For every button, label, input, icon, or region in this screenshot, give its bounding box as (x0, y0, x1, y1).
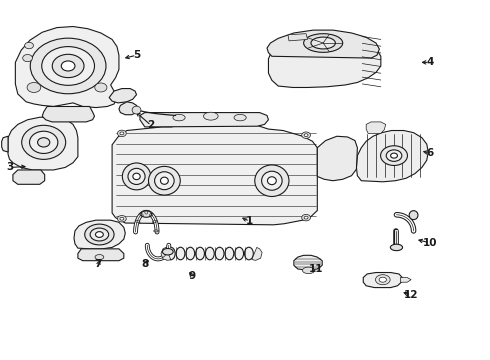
Ellipse shape (118, 216, 126, 222)
Ellipse shape (120, 132, 124, 135)
Text: 2: 2 (147, 121, 155, 130)
Text: 7: 7 (95, 259, 102, 269)
Polygon shape (8, 117, 78, 170)
Polygon shape (294, 255, 322, 270)
Text: 4: 4 (426, 57, 433, 67)
Ellipse shape (162, 248, 173, 255)
Ellipse shape (245, 247, 253, 260)
Ellipse shape (302, 267, 315, 274)
Ellipse shape (176, 247, 185, 260)
Ellipse shape (24, 42, 33, 49)
Polygon shape (356, 131, 428, 182)
Ellipse shape (381, 146, 408, 166)
Ellipse shape (234, 114, 246, 121)
Polygon shape (267, 30, 379, 58)
Ellipse shape (132, 106, 141, 114)
Ellipse shape (225, 247, 234, 260)
Text: 6: 6 (426, 148, 433, 158)
Ellipse shape (375, 275, 390, 285)
Ellipse shape (95, 255, 104, 260)
Ellipse shape (118, 130, 126, 136)
Ellipse shape (391, 244, 403, 251)
Ellipse shape (42, 46, 95, 85)
Ellipse shape (22, 125, 66, 159)
Text: 10: 10 (422, 238, 437, 248)
Polygon shape (13, 170, 45, 184)
Ellipse shape (85, 224, 114, 245)
Polygon shape (140, 113, 269, 127)
Ellipse shape (235, 247, 244, 260)
Ellipse shape (409, 211, 418, 220)
Ellipse shape (155, 172, 174, 190)
Ellipse shape (61, 61, 75, 71)
Polygon shape (252, 247, 262, 260)
Ellipse shape (166, 247, 175, 260)
Polygon shape (161, 247, 171, 260)
Polygon shape (109, 89, 137, 103)
Ellipse shape (205, 247, 214, 260)
Polygon shape (288, 34, 308, 41)
Polygon shape (74, 220, 125, 249)
Polygon shape (318, 136, 357, 181)
Ellipse shape (38, 138, 50, 147)
Ellipse shape (120, 217, 124, 220)
Ellipse shape (268, 177, 276, 185)
Ellipse shape (304, 34, 343, 52)
Ellipse shape (148, 166, 180, 195)
Polygon shape (42, 107, 95, 122)
Polygon shape (1, 136, 8, 152)
Ellipse shape (128, 168, 145, 184)
Polygon shape (119, 102, 139, 115)
Ellipse shape (302, 215, 311, 221)
Ellipse shape (52, 54, 84, 78)
Ellipse shape (304, 134, 308, 136)
Polygon shape (78, 249, 124, 261)
Polygon shape (15, 27, 119, 108)
Text: 3: 3 (6, 162, 13, 172)
Ellipse shape (302, 132, 311, 138)
Ellipse shape (203, 112, 218, 120)
Ellipse shape (30, 38, 106, 94)
Text: 1: 1 (246, 216, 253, 226)
Ellipse shape (23, 54, 32, 62)
Ellipse shape (379, 277, 387, 282)
Ellipse shape (196, 247, 204, 260)
Ellipse shape (96, 231, 103, 237)
Ellipse shape (215, 247, 224, 260)
Ellipse shape (262, 171, 282, 190)
Text: 12: 12 (404, 291, 418, 301)
Ellipse shape (141, 211, 152, 217)
Text: 8: 8 (141, 259, 148, 269)
Ellipse shape (304, 216, 308, 219)
Ellipse shape (133, 173, 140, 180)
Ellipse shape (391, 153, 397, 158)
Ellipse shape (160, 177, 168, 184)
Polygon shape (400, 278, 411, 282)
Ellipse shape (386, 150, 402, 161)
Ellipse shape (122, 163, 151, 190)
Ellipse shape (29, 131, 58, 153)
Polygon shape (269, 37, 381, 87)
Text: 11: 11 (309, 264, 323, 274)
Polygon shape (363, 273, 402, 288)
Ellipse shape (186, 247, 195, 260)
Ellipse shape (173, 114, 185, 121)
Ellipse shape (255, 165, 289, 197)
Text: 5: 5 (133, 50, 140, 60)
Ellipse shape (95, 83, 107, 92)
Polygon shape (366, 122, 386, 134)
Polygon shape (112, 123, 318, 225)
Ellipse shape (90, 228, 109, 241)
Ellipse shape (27, 82, 41, 93)
Text: 9: 9 (189, 271, 196, 281)
Ellipse shape (311, 37, 335, 49)
